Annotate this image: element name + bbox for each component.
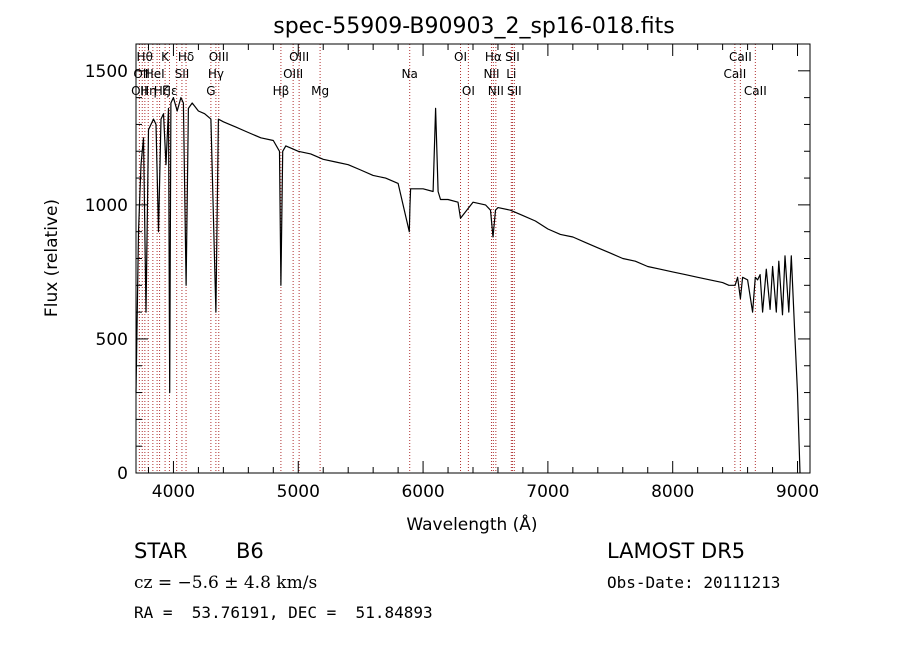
chart-title: spec-55909-B90903_2_sp16-018.fits	[273, 14, 675, 39]
line-label: OIII	[289, 50, 309, 64]
survey-name: LAMOST DR5	[607, 539, 746, 563]
line-label: NII	[483, 67, 499, 81]
line-label: Hα	[485, 50, 502, 64]
line-label: SII	[507, 84, 522, 98]
redshift-text: cz = −5.6 ± 4.8 km/s	[134, 573, 318, 593]
spectrum-line	[135, 96, 801, 474]
line-label: OI	[454, 50, 467, 64]
line-label: Hζ	[154, 84, 170, 98]
plot-area: 4000 5000 6000 7000 8000 9000050010001500OIIK…	[85, 43, 819, 502]
x-tick-label: 7000	[526, 482, 569, 502]
y-tick-label: 1000	[85, 196, 128, 216]
x-axis-label: Wavelength (Å)	[406, 513, 537, 535]
y-axis-label: Flux (relative)	[42, 199, 62, 317]
line-label: Hθ	[137, 50, 153, 64]
object-class: STAR	[134, 539, 188, 563]
line-label: SII	[175, 67, 190, 81]
line-label: Hε	[162, 84, 178, 98]
line-label: Hβ	[273, 84, 290, 98]
object-subclass: B6	[236, 539, 264, 563]
line-label: Mg	[311, 84, 329, 98]
x-tick-label: 5000	[277, 482, 320, 502]
plot-frame	[135, 43, 811, 474]
line-label: Hγ	[208, 67, 224, 81]
y-tick-label: 500	[96, 330, 128, 350]
line-label: CaII	[723, 67, 746, 81]
coordinates: RA = 53.76191, DEC = 51.84893	[134, 603, 433, 622]
y-tick-label: 0	[117, 464, 128, 484]
x-tick-label: 9000	[776, 482, 819, 502]
line-label: OII	[133, 67, 150, 81]
line-label: NII	[488, 84, 504, 98]
line-label: OI	[462, 84, 475, 98]
line-label: Hη	[140, 84, 157, 98]
x-tick-label: 8000	[651, 482, 694, 502]
line-label: OIII	[209, 50, 229, 64]
line-label: OIII	[283, 67, 303, 81]
line-label: SII	[505, 50, 520, 64]
x-tick-label: 6000	[401, 482, 444, 502]
y-tick-label: 1500	[85, 62, 128, 82]
x-tick-label: 4000	[152, 482, 195, 502]
line-label: CaII	[729, 50, 752, 64]
line-label: HeI	[145, 67, 165, 81]
line-label: OII	[131, 84, 148, 98]
line-label: Hδ	[178, 50, 194, 64]
line-label: Na	[402, 67, 418, 81]
line-label: CaII	[744, 84, 767, 98]
obs-date: Obs-Date: 20111213	[607, 573, 781, 592]
line-label: G	[206, 84, 215, 98]
line-label: Li	[506, 67, 516, 81]
line-label: K	[161, 50, 170, 64]
